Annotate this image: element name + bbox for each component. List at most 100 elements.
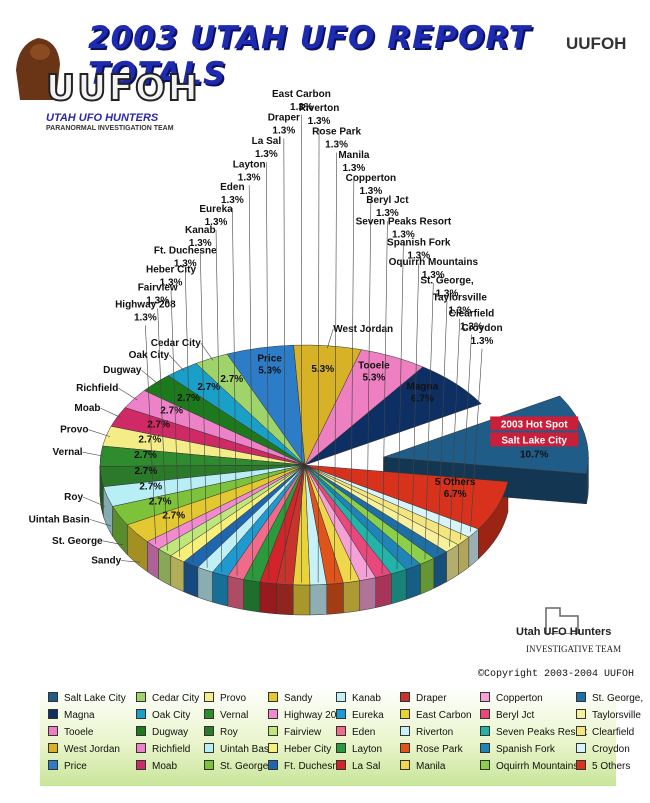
- legend-label: Taylorsville: [592, 710, 641, 721]
- legend-item: Eden: [336, 726, 375, 739]
- hot-spot-title: 2003 Hot Spot: [501, 419, 568, 430]
- legend-swatch: [268, 709, 278, 719]
- callout-pct-beryl-jct: 1.3%: [376, 208, 399, 219]
- legend-label: Copperton: [496, 693, 543, 704]
- legend-swatch: [136, 692, 146, 702]
- leader-riverton: [317, 128, 320, 583]
- callout-name-rose-park: Rose Park: [312, 127, 361, 138]
- legend-label: Oquirrh Mountains: [496, 761, 579, 772]
- legend-label: Kanab: [352, 693, 381, 704]
- legend-label: Seven Peaks Resort: [496, 727, 588, 738]
- leader-uintah-basin: [89, 519, 112, 527]
- legend-swatch: [400, 760, 410, 770]
- callout-pct-croydon: 1.3%: [471, 336, 494, 347]
- callout-pct-la-sal: 1.3%: [255, 149, 278, 160]
- callout-pct-oquirrh-mountains: 1.3%: [422, 270, 445, 281]
- callout-name-roy: Roy: [64, 492, 83, 503]
- callout-name-taylorsville: Taylorsville: [433, 293, 488, 304]
- legend-label: Beryl Jct: [496, 710, 535, 721]
- leader-seven-peaks-resort: [396, 242, 404, 570]
- legend-swatch: [576, 743, 586, 753]
- leader-heber-city: [170, 290, 181, 557]
- legend-label: St. George,: [592, 693, 644, 704]
- callout-name-price: Price: [257, 354, 282, 365]
- leader-draper: [283, 138, 286, 583]
- callout-name-tooele: Tooele: [358, 361, 390, 372]
- pct-label-vernal: 2.7%: [134, 450, 157, 461]
- callout-name-cedar-city: Cedar City: [151, 338, 201, 349]
- legend-item: West Jordan: [48, 743, 120, 756]
- legend-swatch: [336, 709, 346, 719]
- logo-subtitle: UTAH UFO HUNTERS: [46, 112, 159, 124]
- callout-pct-heber-city: 1.3%: [160, 278, 183, 289]
- legend-label: East Carbon: [416, 710, 472, 721]
- legend-item: La Sal: [336, 760, 380, 773]
- callout-pct-riverton: 1.3%: [308, 116, 331, 127]
- callout-pct-manila: 1.3%: [342, 163, 365, 174]
- pie-side-eden: [227, 575, 244, 610]
- callout-name-oquirrh-mountains: Oquirrh Mountains: [389, 257, 479, 268]
- legend-item: Heber City: [268, 743, 331, 756]
- pct-label-oak-city: 2.7%: [197, 382, 220, 393]
- legend-swatch: [400, 743, 410, 753]
- callout-name-spanish-fork: Spanish Fork: [387, 237, 451, 248]
- legend-swatch: [576, 709, 586, 719]
- callout-name-beryl-jct: Beryl Jct: [366, 195, 409, 206]
- legend-swatch: [336, 743, 346, 753]
- leader-moab: [100, 407, 122, 418]
- pct-label-5-others: 6.7%: [444, 489, 467, 500]
- legend-swatch: [268, 760, 278, 770]
- callout-pct-layton: 1.3%: [238, 172, 261, 183]
- legend-swatch: [336, 692, 346, 702]
- leader-roy: [82, 496, 106, 507]
- legend-swatch: [48, 760, 58, 770]
- leader-spanish-fork: [410, 263, 420, 565]
- legend-label: Price: [64, 761, 87, 772]
- legend-label: Richfield: [152, 744, 191, 755]
- legend-label: Roy: [220, 727, 238, 738]
- callout-name-magna: Magna: [407, 381, 439, 392]
- callout-name-st-george: St. George,: [420, 276, 474, 287]
- pct-label-tooele: 5.3%: [363, 373, 386, 384]
- callout-name-dugway: Dugway: [103, 365, 142, 376]
- legend-item: Croydon: [576, 743, 630, 756]
- legend-item: Salt Lake City: [48, 692, 126, 705]
- leader-provo: [88, 429, 111, 437]
- hot-spot-title-bg: [490, 416, 579, 431]
- pie-side-kanab: [197, 566, 213, 603]
- legend-item: St. George,: [576, 692, 643, 705]
- legend-item: Riverton: [400, 726, 453, 739]
- leader-la-sal: [266, 162, 270, 581]
- callout-name-5-others: 5 Others: [435, 477, 476, 488]
- legend-swatch: [48, 692, 58, 702]
- legend-label: Spanish Fork: [496, 744, 555, 755]
- legend-label: Oak City: [152, 710, 191, 721]
- legend-item: Oquirrh Mountains: [480, 760, 578, 773]
- callout-pct-rose-park: 1.3%: [325, 140, 348, 151]
- utah-state-icon: [545, 607, 579, 634]
- callout-pct-copperton: 1.3%: [359, 186, 382, 197]
- leader-beryl-jct: [381, 221, 388, 574]
- callout-name-la-sal: La Sal: [252, 136, 282, 147]
- legend-item: Magna: [48, 709, 95, 722]
- leader-croydon: [470, 348, 483, 532]
- leader-manila: [350, 175, 355, 580]
- logo-mark: UUFOH: [45, 67, 200, 110]
- legend-item: Sandy: [268, 692, 312, 705]
- legend-swatch: [204, 743, 214, 753]
- legend-item: St. George: [204, 760, 268, 773]
- legend-swatch: [136, 709, 146, 719]
- callout-pct-eureka: 1.3%: [205, 217, 228, 228]
- leader-layton: [248, 185, 254, 579]
- pie-side-eureka: [212, 571, 229, 607]
- leader-st-george: [437, 301, 448, 554]
- legend-swatch: [268, 692, 278, 702]
- pie-side-rose-park: [326, 582, 344, 615]
- legend-swatch: [400, 709, 410, 719]
- pct-label-west-jordan: 5.3%: [311, 364, 334, 375]
- legend-swatch: [480, 709, 490, 719]
- legend-label: Fairview: [284, 727, 322, 738]
- legend-item: Spanish Fork: [480, 743, 555, 756]
- legend-swatch: [204, 709, 214, 719]
